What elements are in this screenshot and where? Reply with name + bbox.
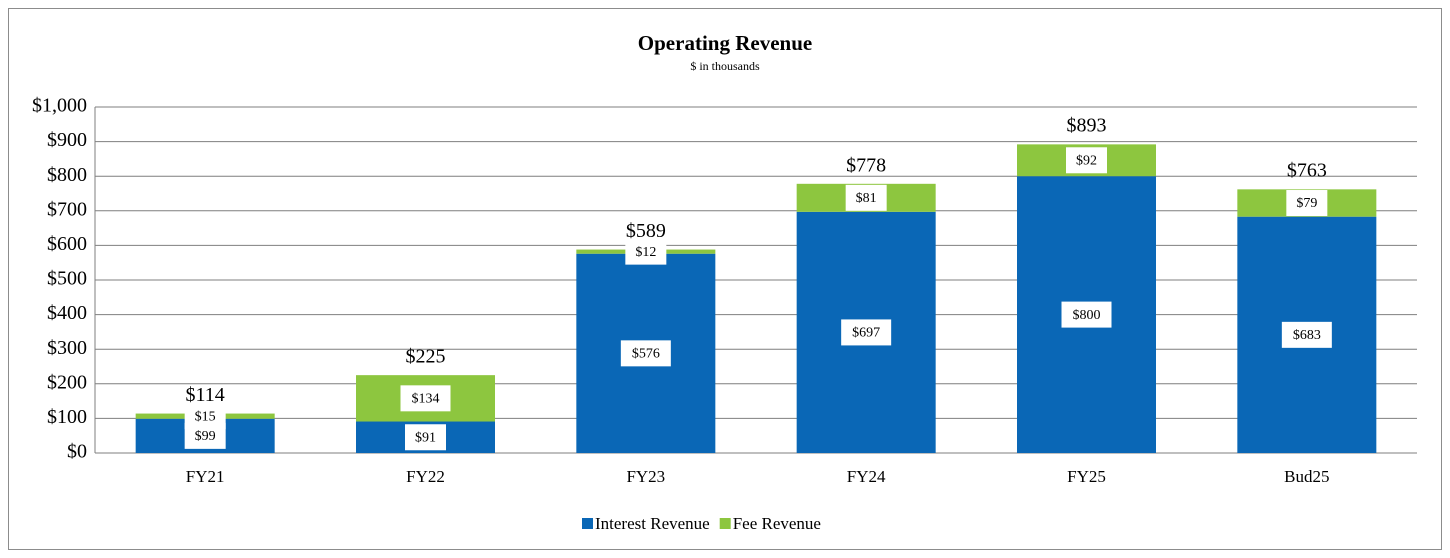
value-label: $91 (415, 430, 436, 445)
value-label: $12 (635, 245, 656, 260)
legend-label: Interest Revenue (595, 514, 710, 533)
y-tick-label: $900 (47, 129, 87, 151)
total-label: $114 (186, 384, 225, 406)
value-label: $81 (856, 191, 877, 206)
y-tick-label: $200 (47, 371, 87, 393)
value-label: $697 (852, 326, 880, 341)
value-label-box (400, 385, 451, 412)
x-tick-label: Bud25 (1284, 467, 1329, 486)
value-label-box (1066, 147, 1107, 174)
x-tick-label: FY22 (406, 467, 445, 486)
value-label-box (1061, 301, 1112, 328)
value-label-box (1286, 190, 1328, 217)
value-label-box (620, 340, 671, 367)
value-label-box (841, 319, 892, 346)
y-tick-label: $400 (47, 302, 87, 324)
value-label-box (405, 424, 446, 451)
y-tick-label: $600 (47, 233, 87, 255)
x-tick-label: FY25 (1067, 467, 1106, 486)
value-label: $800 (1073, 308, 1101, 323)
total-label: $763 (1287, 160, 1327, 182)
y-tick-label: $0 (67, 441, 87, 463)
y-tick-label: $100 (47, 406, 87, 428)
total-label: $225 (406, 346, 446, 368)
y-tick-label: $800 (47, 164, 87, 186)
value-label-box (1281, 321, 1332, 348)
value-label: $576 (632, 347, 660, 362)
chart-border (8, 8, 1442, 550)
chart-subtitle: $ in thousands (690, 59, 760, 73)
total-label: $893 (1067, 115, 1107, 137)
total-label: $778 (846, 154, 886, 176)
value-label-box (184, 403, 226, 430)
y-tick-label: $700 (47, 198, 87, 220)
value-label-box (845, 184, 887, 211)
value-label: $15 (195, 409, 216, 424)
x-tick-label: FY21 (186, 467, 225, 486)
legend-swatch (582, 518, 593, 529)
value-label: $683 (1293, 328, 1321, 343)
value-label: $134 (412, 392, 440, 407)
value-label: $92 (1076, 154, 1097, 169)
y-tick-label: $300 (47, 337, 87, 359)
legend-swatch (719, 518, 731, 529)
value-label-box (625, 238, 667, 265)
total-label: $589 (626, 220, 666, 242)
x-tick-label: FY24 (847, 467, 886, 486)
x-tick-label: FY23 (626, 467, 665, 486)
legend-label: Fee Revenue (733, 514, 821, 533)
y-tick-label: $500 (47, 268, 87, 290)
value-label: $99 (195, 429, 216, 444)
y-tick-label: $1,000 (32, 95, 87, 117)
value-label: $79 (1296, 196, 1317, 211)
chart-title: Operating Revenue (638, 31, 812, 55)
